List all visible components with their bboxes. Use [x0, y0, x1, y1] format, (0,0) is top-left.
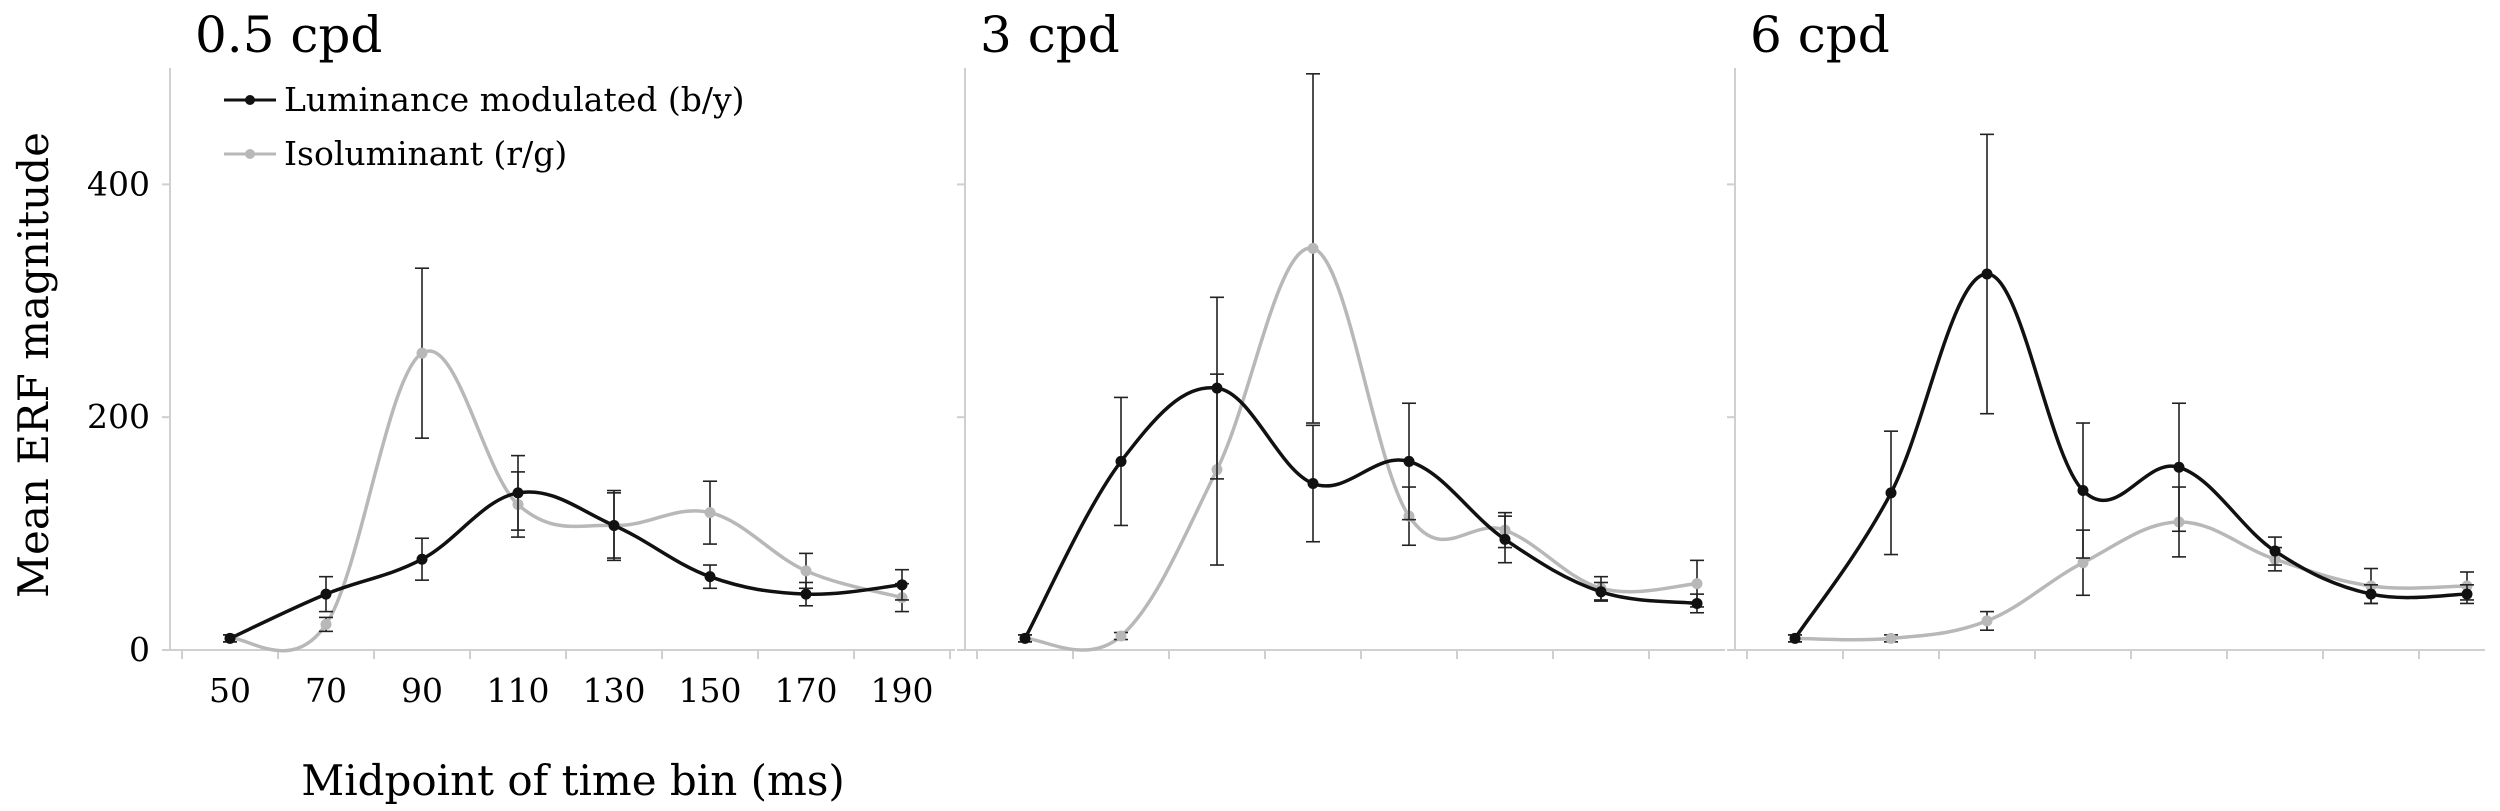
panel-title: 6 cpd — [1750, 6, 1890, 64]
series-isoluminant — [1018, 73, 1704, 652]
series-luminance — [1018, 296, 1704, 644]
legend-label-isoluminant: Isoluminant (r/g) — [284, 134, 567, 173]
panel-1: 0.5 cpd 0 200 400 50 70 90 110 130 150 170 190 — [87, 6, 955, 710]
series-luminance — [223, 454, 909, 644]
series-line-luminance — [229, 490, 903, 640]
y-axis-label: Mean ERF magnitude — [9, 132, 58, 598]
data-point — [2365, 588, 2377, 600]
x-tick-label: 110 — [487, 671, 550, 710]
x-tick-label: 130 — [583, 671, 646, 710]
data-point — [704, 571, 716, 583]
series-line-isoluminant — [1794, 520, 2468, 642]
x-axis-label: Midpoint of time bin (ms) — [301, 756, 845, 805]
data-point — [1789, 632, 1801, 644]
data-point — [896, 579, 908, 591]
data-point — [1307, 242, 1319, 254]
legend-label-luminance: Luminance modulated (b/y) — [284, 80, 745, 119]
y-tick-label: 0 — [129, 630, 150, 669]
y-tick-label: 400 — [87, 164, 150, 203]
data-point — [608, 519, 620, 531]
x-tick-label: 90 — [401, 671, 443, 710]
data-point — [1691, 578, 1703, 590]
data-point — [2077, 485, 2089, 497]
x-tick-label: 190 — [871, 671, 934, 710]
data-point — [416, 347, 428, 359]
data-point — [1691, 597, 1703, 609]
data-point — [1981, 615, 1993, 627]
x-tick-label: 70 — [305, 671, 347, 710]
data-point — [1403, 455, 1415, 467]
data-point — [800, 588, 812, 600]
data-point — [1595, 586, 1607, 598]
legend: Luminance modulated (b/y) Isoluminant (r… — [224, 80, 745, 173]
data-point — [224, 632, 236, 644]
data-point — [1115, 455, 1127, 467]
data-point — [1499, 533, 1511, 545]
data-point — [2269, 545, 2281, 557]
panels: 0.5 cpd 0 200 400 50 70 90 110 130 150 170 190 3 cpd… — [87, 6, 2485, 710]
series-luminance — [1788, 133, 2474, 644]
data-point — [1211, 382, 1223, 394]
panel-title: 0.5 cpd — [195, 6, 382, 64]
data-point — [416, 553, 428, 565]
y-tick-label: 200 — [87, 397, 150, 436]
legend-marker-luminance — [245, 95, 255, 105]
x-tick-label: 170 — [775, 671, 838, 710]
legend-marker-isoluminant — [245, 149, 255, 159]
data-point — [1885, 487, 1897, 499]
data-point — [1019, 632, 1031, 644]
data-point — [2461, 588, 2473, 600]
data-point — [800, 565, 812, 577]
data-point — [1885, 632, 1897, 644]
series-line-isoluminant — [1024, 246, 1698, 652]
data-point — [1307, 478, 1319, 490]
data-point — [2173, 461, 2185, 473]
panel-2: 3 cpd — [957, 6, 1725, 659]
data-point — [320, 618, 332, 630]
data-point — [704, 507, 716, 519]
data-point — [2077, 557, 2089, 569]
x-tick-label: 150 — [679, 671, 742, 710]
panel-title: 3 cpd — [980, 6, 1120, 64]
data-point — [1115, 630, 1127, 642]
data-point — [512, 487, 524, 499]
data-point — [1981, 268, 1993, 280]
panel-3: 6 cpd — [1727, 6, 2485, 659]
data-point — [320, 588, 332, 600]
x-tick-label: 50 — [209, 671, 251, 710]
